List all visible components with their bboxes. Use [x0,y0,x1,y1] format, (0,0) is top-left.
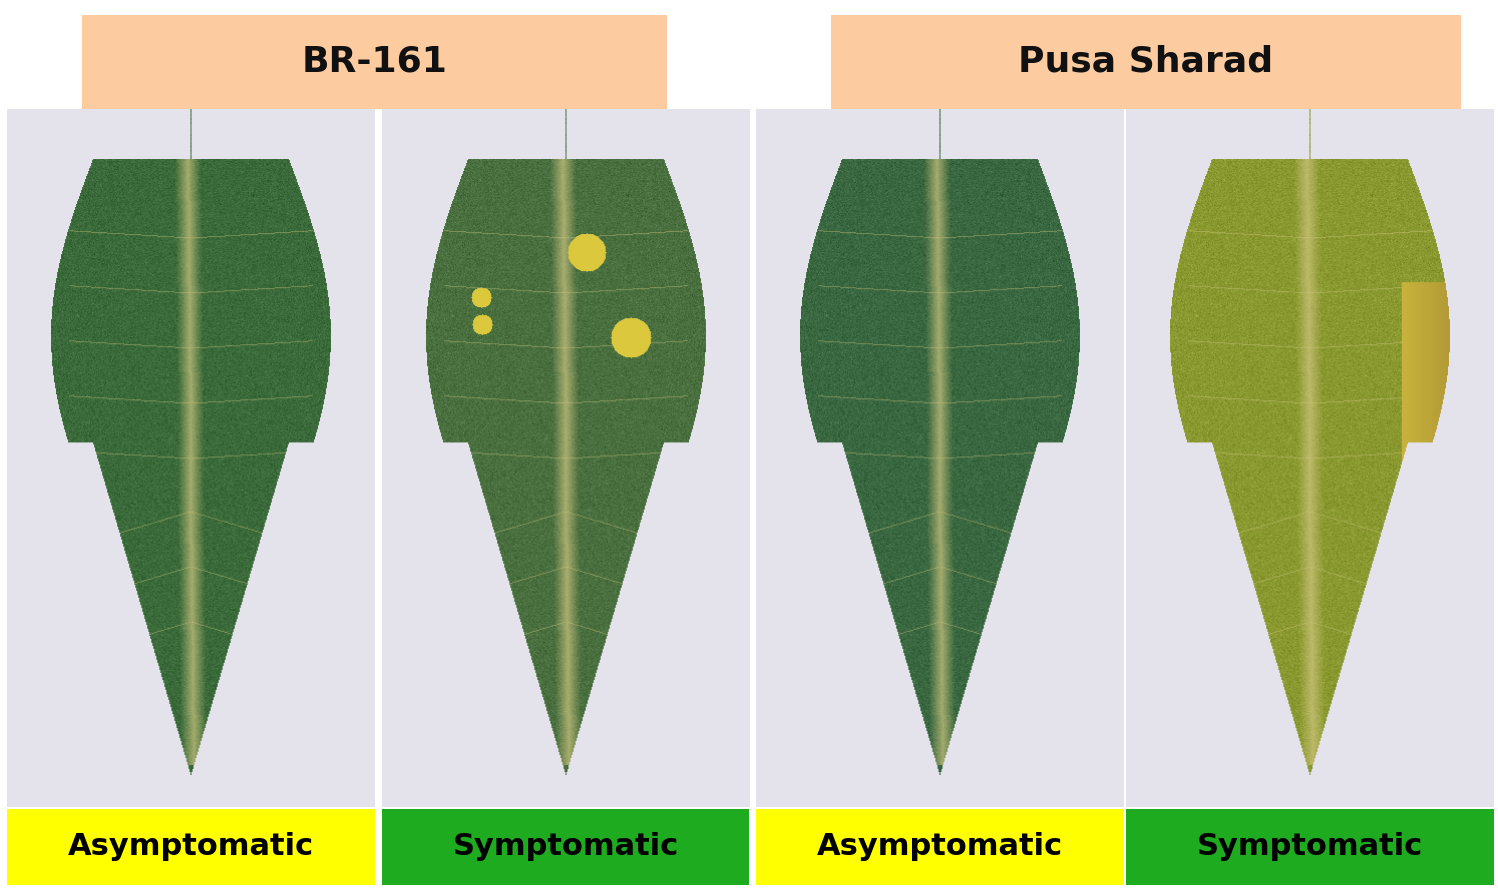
Text: Symptomatic: Symptomatic [452,832,679,862]
FancyBboxPatch shape [831,15,1461,109]
FancyBboxPatch shape [756,809,1124,885]
Text: BR-161: BR-161 [301,45,448,79]
Text: Asymptomatic: Asymptomatic [67,832,315,862]
FancyBboxPatch shape [7,809,374,885]
FancyBboxPatch shape [1126,809,1494,885]
Text: Pusa Sharad: Pusa Sharad [1019,45,1273,79]
Text: Symptomatic: Symptomatic [1197,832,1423,862]
FancyBboxPatch shape [382,809,749,885]
Text: Asymptomatic: Asymptomatic [816,832,1064,862]
FancyBboxPatch shape [82,15,667,109]
